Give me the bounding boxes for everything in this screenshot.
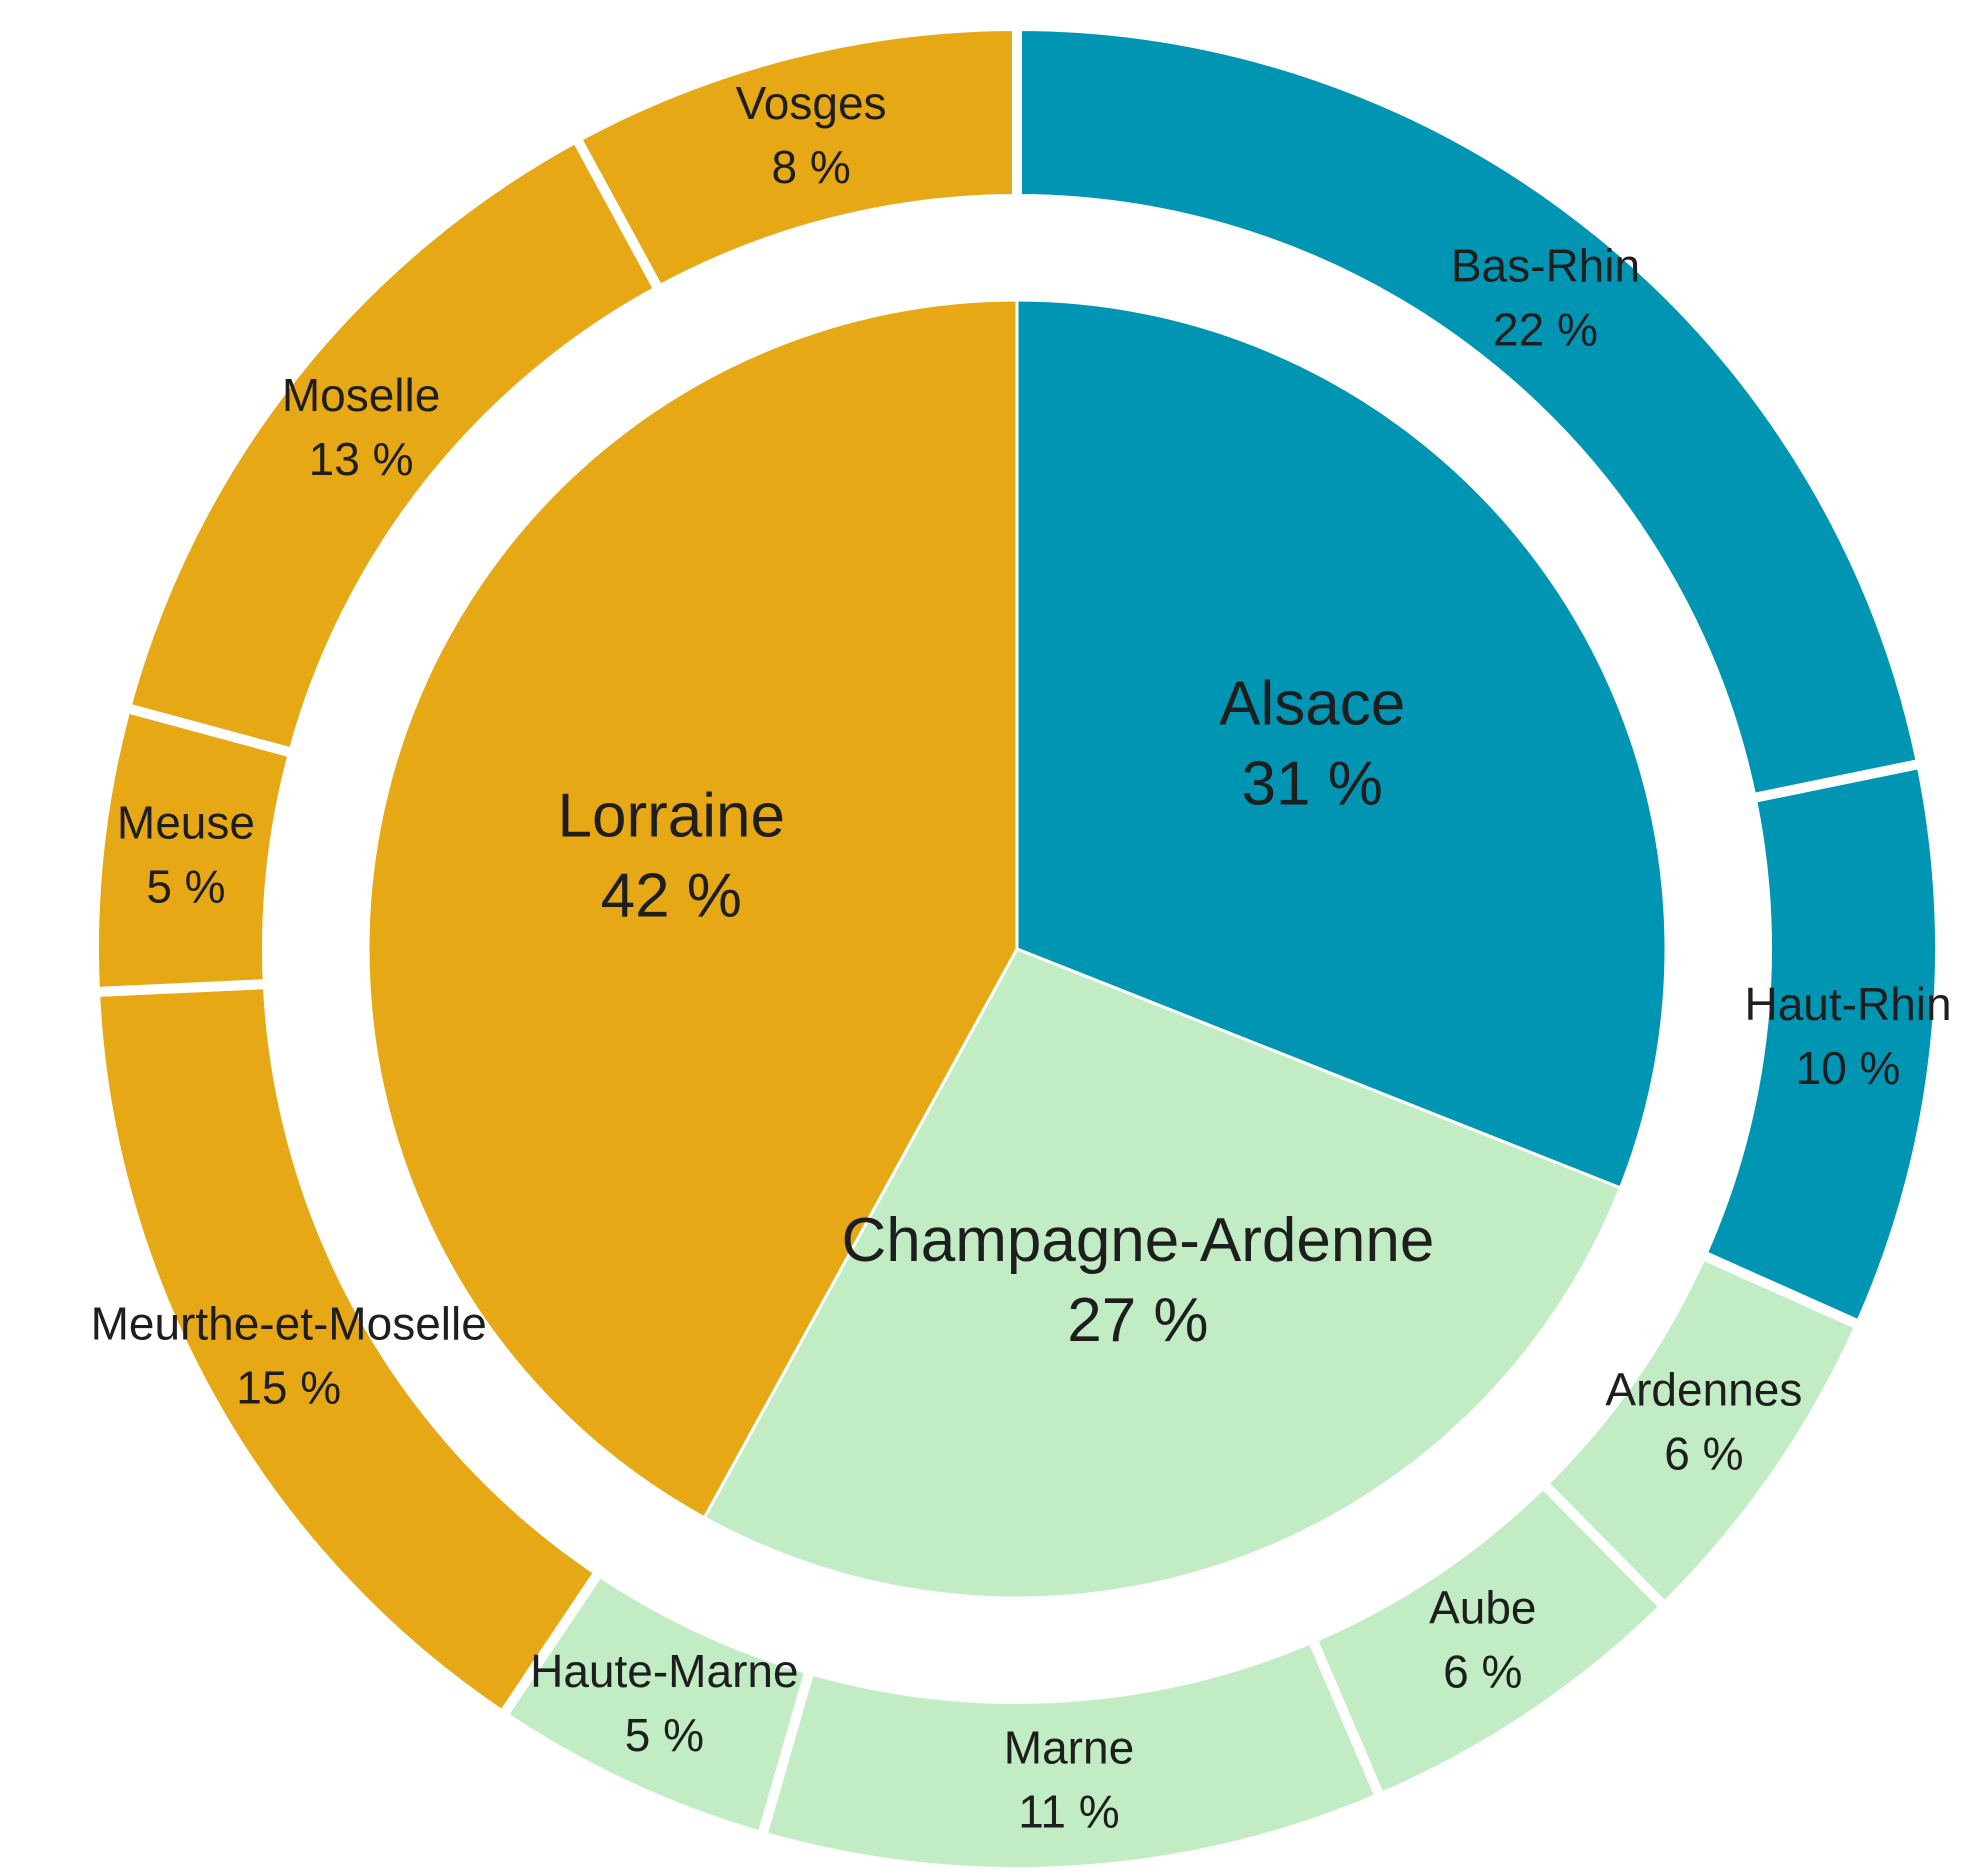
segment bbox=[1015, 298, 1668, 1190]
segment-value: 8 % bbox=[771, 141, 850, 193]
segment-name: Meuse bbox=[117, 796, 255, 848]
segment-name: Haut-Rhin bbox=[1745, 978, 1952, 1030]
segment-value: 13 % bbox=[309, 433, 414, 485]
segment bbox=[569, 20, 1022, 297]
segment bbox=[1012, 20, 1928, 805]
segment-name: Champagne-Ardenne bbox=[841, 1206, 1434, 1275]
segment-value: 22 % bbox=[1493, 303, 1598, 355]
segment-name: Moselle bbox=[282, 369, 441, 421]
segment bbox=[89, 701, 300, 998]
segment-value: 31 % bbox=[1242, 750, 1383, 819]
segment-value: 42 % bbox=[601, 862, 742, 931]
segment bbox=[366, 298, 1019, 1520]
segment-value: 5 % bbox=[146, 860, 225, 912]
segment-name: Marne bbox=[1004, 1722, 1134, 1774]
segment-value: 5 % bbox=[625, 1709, 704, 1761]
segment-value: 6 % bbox=[1443, 1645, 1522, 1697]
segment-name: Lorraine bbox=[558, 782, 785, 851]
segment-value: 10 % bbox=[1796, 1042, 1901, 1094]
segment-value: 15 % bbox=[236, 1362, 341, 1414]
segment-value: 11 % bbox=[1018, 1786, 1119, 1838]
segment-name: Bas-Rhin bbox=[1451, 239, 1640, 291]
segment-name: Vosges bbox=[736, 77, 887, 129]
segment-name: Alsace bbox=[1219, 670, 1405, 739]
segment-name: Aube bbox=[1429, 1581, 1536, 1633]
segment-value: 27 % bbox=[1067, 1286, 1208, 1355]
segment bbox=[702, 947, 1623, 1600]
segment-name: Meurthe-et-Moselle bbox=[91, 1298, 487, 1350]
segment-value: 6 % bbox=[1664, 1428, 1743, 1480]
segment-name: Ardennes bbox=[1605, 1364, 1802, 1416]
segment-name: Haute-Marne bbox=[530, 1645, 798, 1697]
